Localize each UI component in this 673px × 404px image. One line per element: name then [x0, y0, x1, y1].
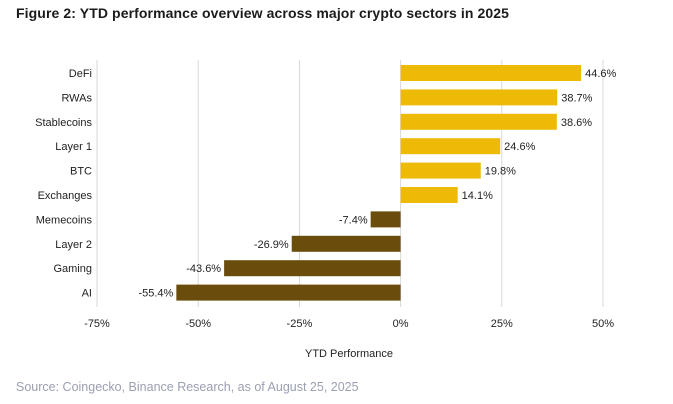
bar-defi [400, 65, 582, 81]
category-label: Gaming [53, 263, 92, 275]
bar-ai [176, 284, 401, 301]
value-label: -7.4% [339, 214, 368, 226]
bar-gaming [224, 260, 401, 277]
bar-stablecoins [400, 113, 557, 130]
value-label: 44.6% [585, 68, 616, 80]
category-label: Memecoins [36, 214, 93, 226]
value-labels: 44.6% 38.7% 38.6% 24.6% 19.8% 14.1% -7.4% -26.9… [138, 68, 616, 300]
category-label: Stablecoins [35, 117, 92, 129]
category-label: AI [82, 288, 92, 300]
x-tick-label: 25% [491, 318, 513, 330]
x-tick-labels: -75% -50% -25% 0% 25% 50% [84, 318, 614, 330]
category-label: Layer 2 [55, 239, 92, 251]
category-label: RWAs [61, 92, 92, 104]
bar-btc [400, 162, 481, 179]
value-label: -26.9% [254, 239, 289, 251]
category-label: DeFi [69, 68, 92, 80]
chart-title: Figure 2: YTD performance overview acros… [16, 5, 510, 21]
value-label: 38.7% [561, 92, 592, 104]
value-label: 24.6% [504, 141, 535, 153]
source-note: Source: Coingecko, Binance Research, as … [16, 380, 359, 394]
bar-layer-1 [400, 138, 501, 155]
value-label: 14.1% [462, 190, 493, 202]
bar-rwas [400, 89, 558, 106]
category-label: Exchanges [38, 190, 93, 202]
bar-layer-2 [291, 235, 401, 252]
bars [176, 65, 582, 301]
bar-exchanges [400, 187, 458, 203]
x-tick-label: -75% [84, 318, 110, 330]
category-label: Layer 1 [55, 141, 92, 153]
value-label: 38.6% [561, 117, 592, 129]
x-axis-label: YTD Performance [305, 348, 393, 360]
value-label: -55.4% [138, 288, 173, 300]
value-label: 19.8% [485, 166, 516, 178]
x-tick-label: -50% [185, 318, 211, 330]
value-label: -43.6% [186, 263, 221, 275]
category-label: BTC [70, 166, 92, 178]
category-labels: DeFi RWAs Stablecoins Layer 1 BTC Exchanges Me… [35, 68, 92, 300]
x-tick-label: -25% [287, 318, 313, 330]
bar-memecoins [370, 211, 401, 228]
x-tick-label: 50% [592, 318, 614, 330]
x-tick-label: 0% [393, 318, 409, 330]
